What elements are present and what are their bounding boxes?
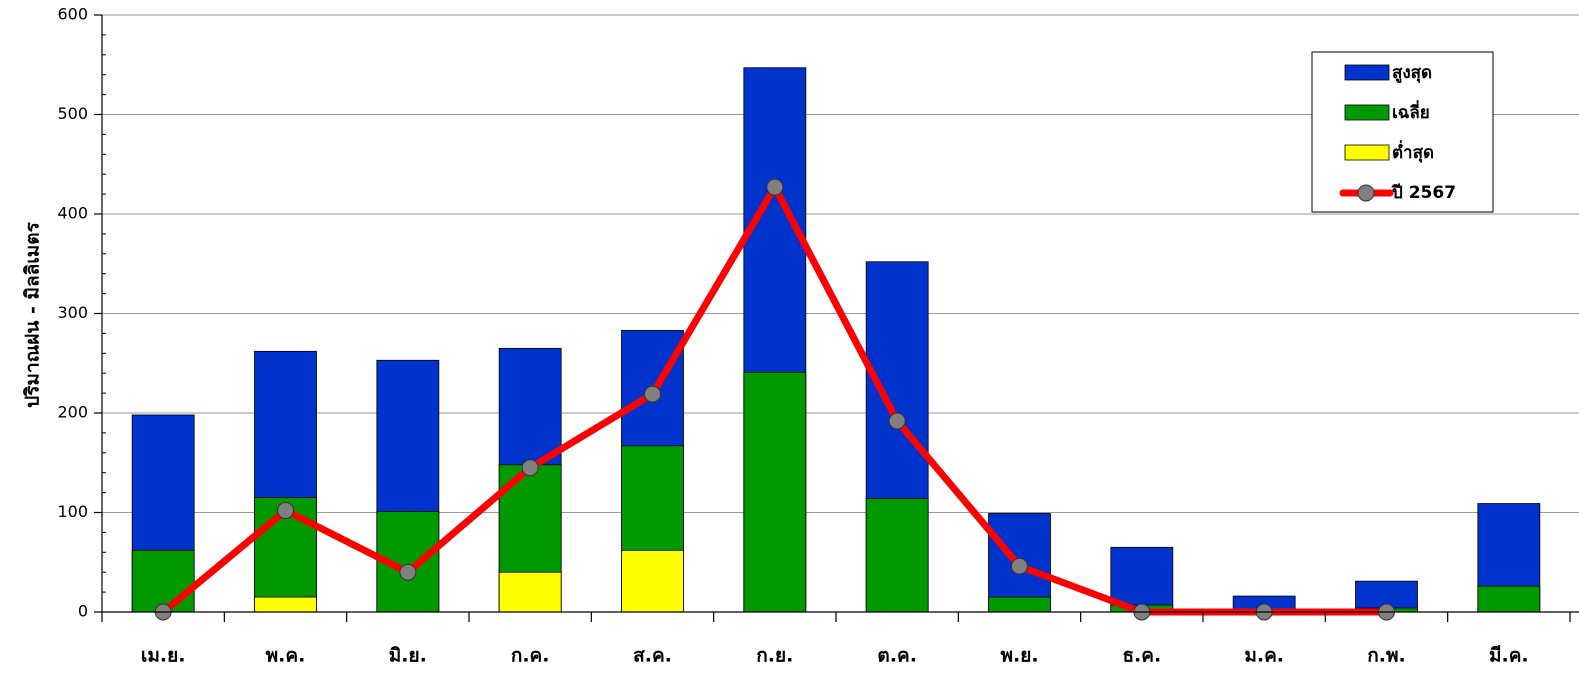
x-tick-label: พ.ค. [266, 645, 306, 667]
legend-label: ปี 2567 [1391, 182, 1456, 203]
legend-swatch-bar-min [1344, 144, 1390, 161]
x-tick-label: ก.พ. [1367, 645, 1405, 667]
y-tick-label: 600 [57, 5, 88, 24]
bar-min [254, 596, 317, 613]
legend-swatch-bar-max [1344, 64, 1390, 81]
y-tick-label: 500 [57, 104, 88, 123]
x-tick-label: มี.ค. [1489, 645, 1529, 667]
legend-label: สูงสุด [1392, 63, 1432, 84]
legend-label: ต่ำสุด [1392, 140, 1434, 163]
bar-min [621, 549, 684, 613]
x-tick-label: ก.ย. [756, 645, 793, 667]
legend-swatch-bar-avg [1344, 104, 1390, 121]
line-2567-point [888, 412, 906, 430]
line-2567-point [521, 459, 539, 477]
y-tick-label: 300 [57, 303, 88, 322]
bar-avg [743, 371, 807, 613]
x-tick-labels: เม.ย. พ.ค. มิ.ย. ก.ค. ส.ค. ก.ย. ต.ค. พ.ย. ธ.ค. ม.… [141, 645, 1529, 667]
line-2567-point [644, 385, 661, 403]
x-tick-label: ม.ค. [1244, 645, 1284, 667]
line-2567-point [766, 178, 784, 196]
y-tick-label: 200 [57, 403, 88, 422]
x-tick-label: พ.ย. [1000, 645, 1038, 667]
x-tick-label: ส.ค. [633, 645, 672, 667]
y-tick-label: 100 [57, 502, 88, 521]
bar-avg [865, 498, 929, 613]
bar-avg [988, 596, 1051, 613]
x-tick-label: มิ.ย. [389, 645, 427, 667]
legend-swatch-marker [1357, 184, 1375, 202]
line-2567-point [399, 563, 417, 581]
bar-avg [1477, 585, 1541, 613]
line-2567-point [277, 502, 294, 520]
bar-min [498, 571, 562, 613]
y-tick-labels: 0 100 200 300 400 500 600 [57, 5, 88, 621]
x-tick-label: ก.ค. [511, 645, 550, 667]
legend-box [1311, 51, 1494, 213]
legend-label: เฉลี่ย [1392, 100, 1430, 123]
y-tick-label: 0 [78, 602, 88, 621]
x-tick-label: ธ.ค. [1122, 645, 1161, 667]
bar-group [131, 67, 1541, 613]
axes [94, 14, 1579, 622]
y-tick-label: 400 [57, 204, 88, 223]
line-2567-point [1011, 557, 1028, 575]
x-tick-label: เม.ย. [141, 645, 186, 667]
x-tick-label: ต.ค. [877, 645, 916, 667]
y-axis-title: ปริมาณฝน - มิลลิเมตร [22, 221, 44, 407]
bar-avg [131, 549, 195, 613]
